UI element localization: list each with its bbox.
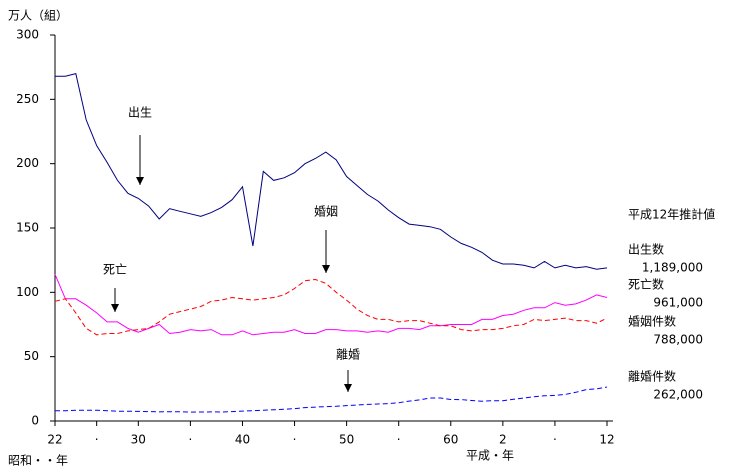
estimate-title: 平成12年推計値 xyxy=(628,207,715,222)
series-line xyxy=(54,274,608,336)
x-tick-label: 40 xyxy=(235,433,250,447)
arrow-head xyxy=(344,384,352,392)
x-tick-label: · xyxy=(553,433,557,447)
y-tick-label: 50 xyxy=(24,349,39,363)
x-tick-label: · xyxy=(293,433,297,447)
x-axis-label: 平成・年 xyxy=(466,449,514,463)
y-tick-label: 300 xyxy=(16,28,39,42)
arrow-head xyxy=(322,265,330,273)
series-annotation: 婚姻 xyxy=(314,204,338,219)
estimate-value: 1,189,000 xyxy=(642,261,703,275)
series-line xyxy=(54,278,608,336)
series-line xyxy=(55,72,608,270)
x-tick-label: 2 xyxy=(499,433,507,447)
series-annotation: 死亡 xyxy=(103,263,127,277)
x-tick-label: 60 xyxy=(443,433,458,447)
estimate-value: 262,000 xyxy=(653,388,703,402)
y-tick-label: 200 xyxy=(16,156,39,170)
estimate-value: 961,000 xyxy=(653,296,703,310)
y-tick-label: 250 xyxy=(16,92,39,106)
x-tick-label: · xyxy=(95,433,99,447)
arrow-head xyxy=(136,177,144,185)
x-tick-label: 30 xyxy=(131,433,146,447)
x-tick-label: · xyxy=(188,433,192,447)
y-axis-label: 万人（組） xyxy=(8,9,68,23)
x-tick-label: · xyxy=(397,433,401,447)
y-tick-label: 0 xyxy=(31,414,39,428)
series-annotation: 出生 xyxy=(128,106,152,120)
estimate-label: 死亡数 xyxy=(628,277,664,292)
estimate-label: 離婚件数 xyxy=(628,369,676,384)
arrow-head xyxy=(111,304,119,312)
estimate-label: 婚姻件数 xyxy=(628,314,676,329)
y-tick-label: 150 xyxy=(16,221,39,235)
estimate-value: 788,000 xyxy=(653,333,703,347)
y-tick-label: 100 xyxy=(16,285,39,299)
estimate-label: 出生数 xyxy=(628,242,664,257)
series-annotation: 離婚 xyxy=(336,348,360,362)
x-tick-label: 22 xyxy=(47,433,62,447)
series-line xyxy=(55,386,608,413)
x-axis-label: 昭和・・年 xyxy=(8,454,68,468)
x-tick-label: 12 xyxy=(599,433,614,447)
x-tick-label: 50 xyxy=(339,433,354,447)
